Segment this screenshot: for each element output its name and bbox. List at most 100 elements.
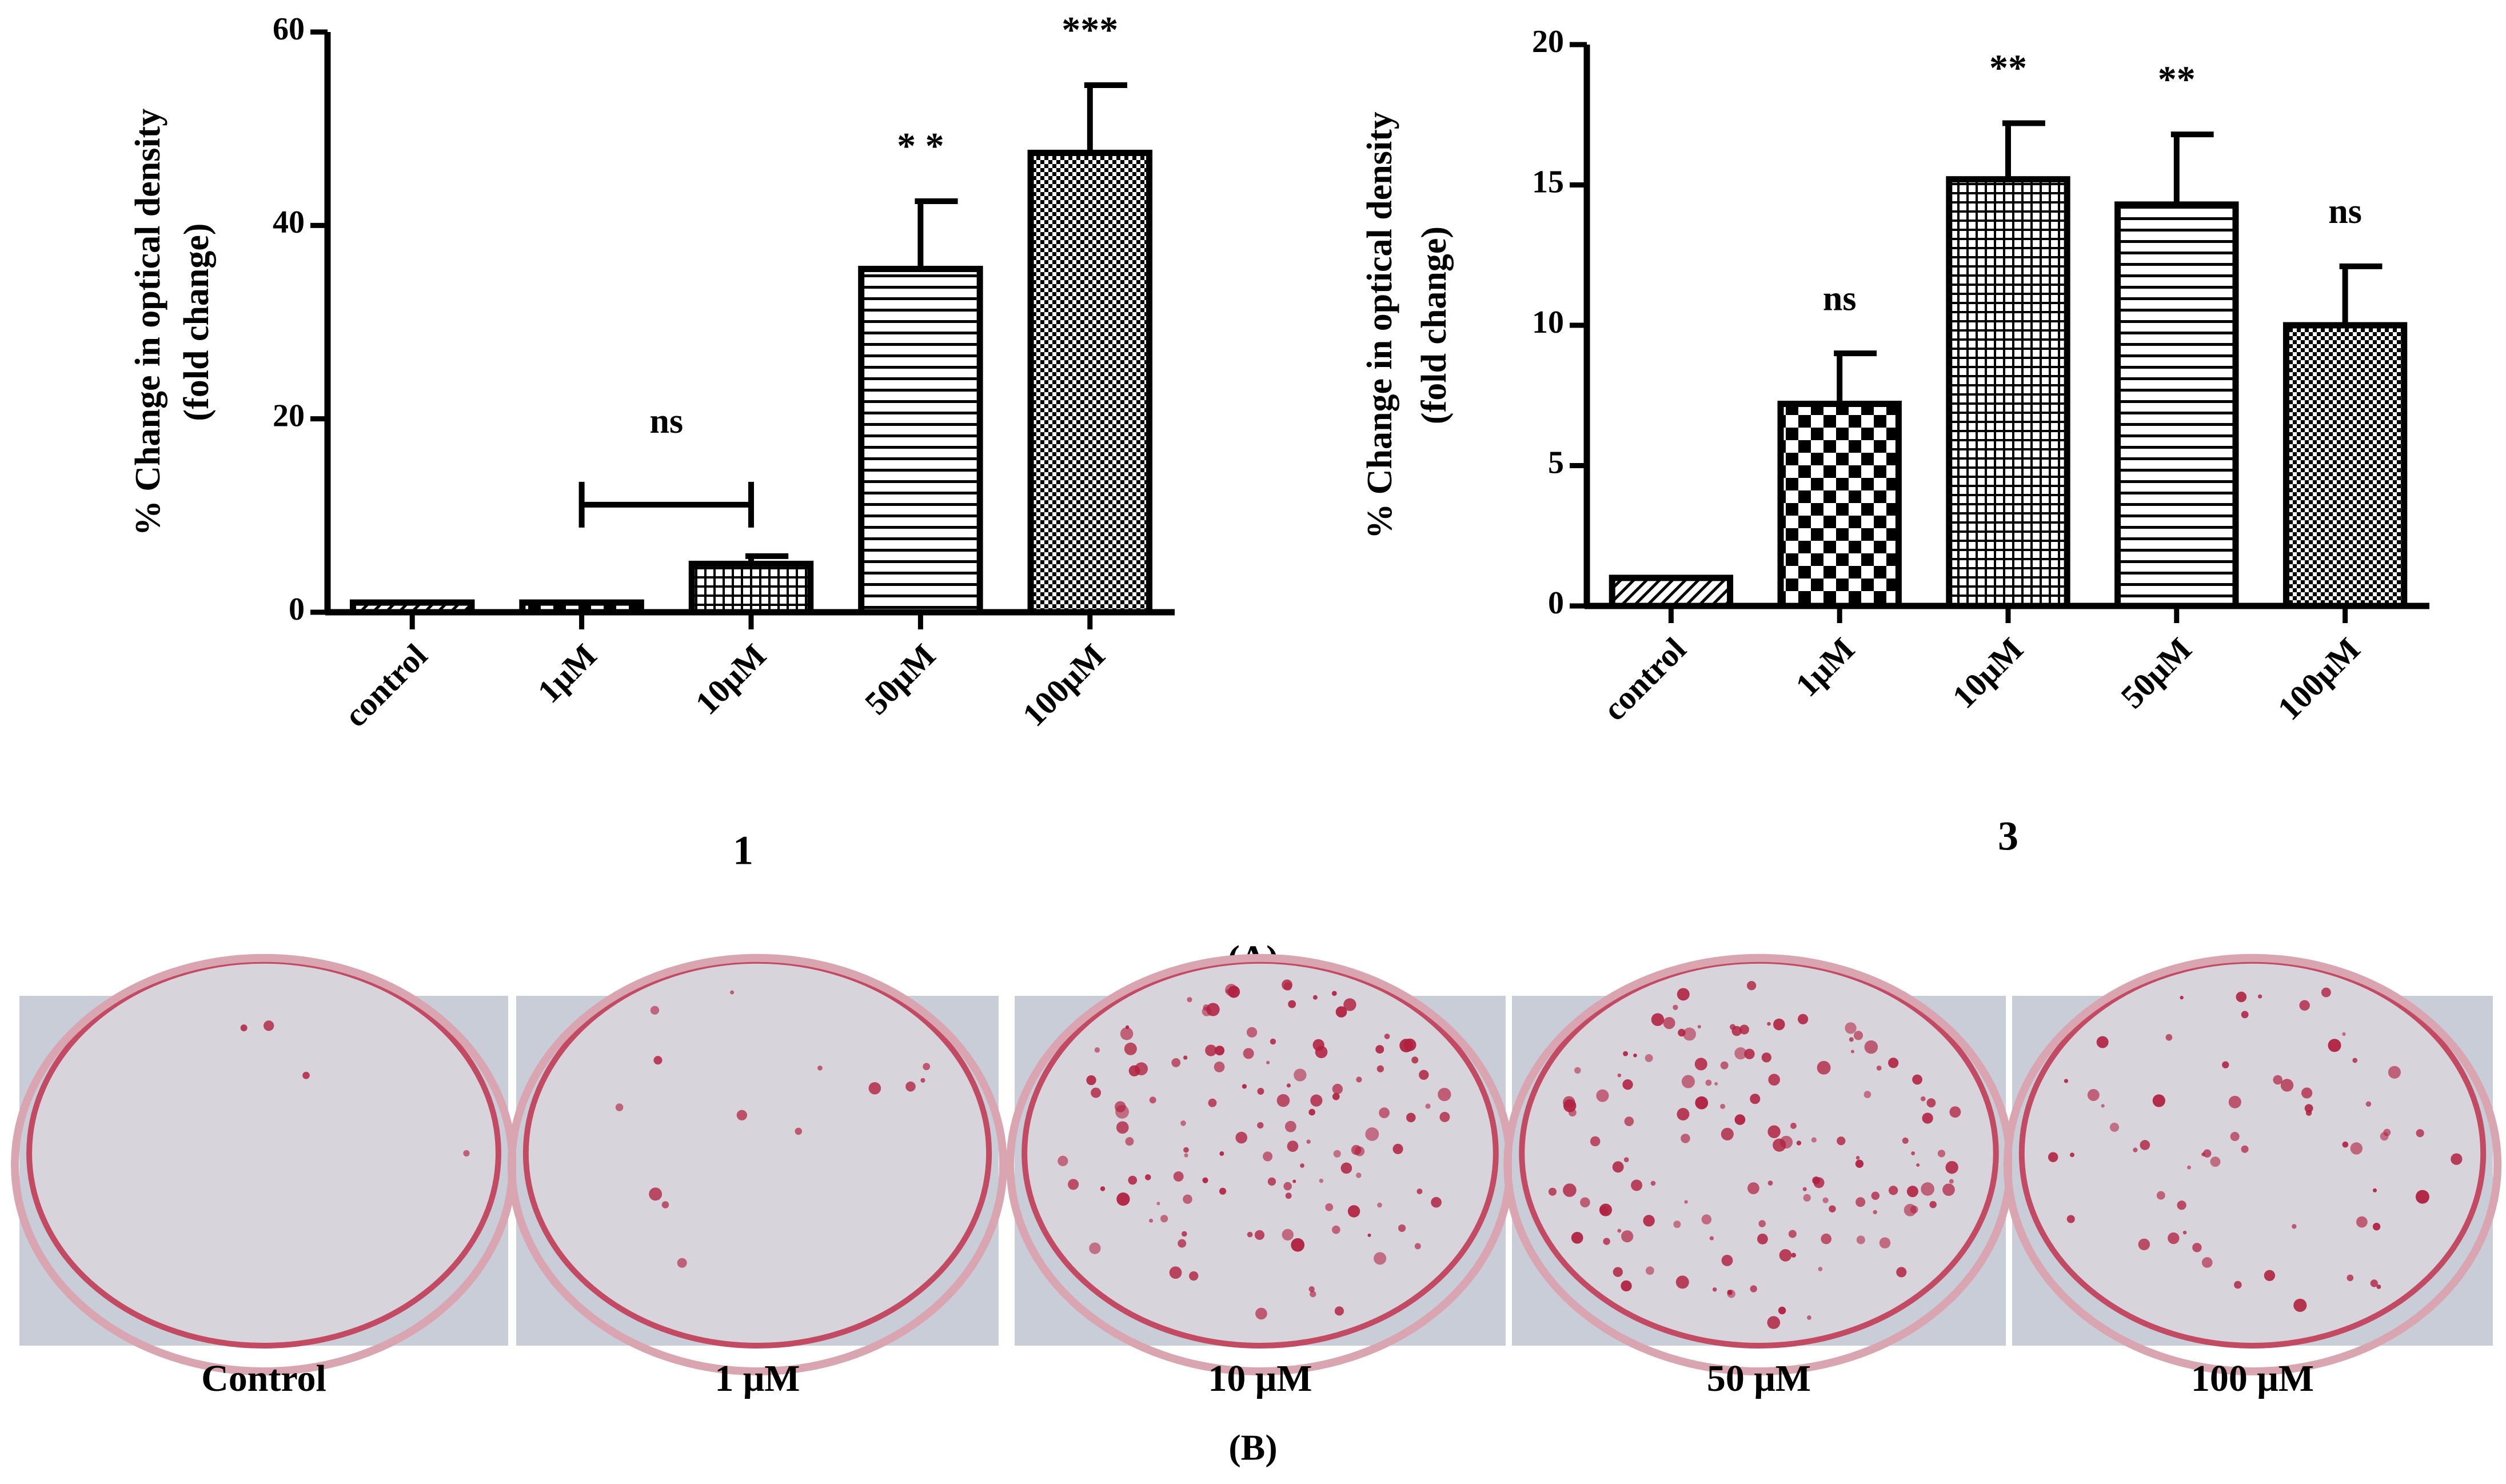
colony [1178, 1239, 1187, 1248]
colony [1788, 1230, 1797, 1238]
y-tick-label: 5 [1548, 445, 1564, 480]
well [26, 958, 501, 1349]
colony [1548, 1187, 1557, 1196]
colony [1325, 1203, 1334, 1211]
colony [1921, 1182, 1934, 1196]
colony [1288, 1000, 1296, 1008]
significance-label: *** [1062, 9, 1118, 51]
x-tick-label: 100μM [2270, 631, 2367, 727]
colony [1379, 1107, 1390, 1119]
colony [1384, 1034, 1390, 1039]
colony [1779, 1135, 1793, 1149]
colony [1681, 1134, 1690, 1143]
colony [1650, 1180, 1656, 1186]
error-bar [1084, 82, 1128, 153]
colony [1215, 1046, 1225, 1056]
colony [2370, 1279, 2378, 1287]
colony [1300, 1163, 1304, 1168]
bar [2282, 322, 2408, 609]
colony [2292, 1224, 2297, 1229]
colony [1351, 1144, 1362, 1155]
colony [1926, 1098, 1936, 1108]
colony [1156, 1202, 1160, 1206]
colony [1902, 1137, 1909, 1144]
colony [1225, 984, 1238, 996]
colony [1254, 1230, 1265, 1240]
colony [1613, 1267, 1623, 1277]
y-tick-label: 20 [1532, 24, 1564, 59]
colony [1089, 1242, 1101, 1254]
x-tick-label: 100μM [1015, 637, 1112, 733]
colony [1864, 1040, 1878, 1054]
colony [1942, 1183, 1955, 1196]
colony [2234, 1280, 2242, 1289]
colony [1257, 1088, 1264, 1095]
colony [1124, 1042, 1137, 1055]
colony [1128, 1065, 1140, 1077]
colony [1709, 1236, 1714, 1240]
colony [1621, 1230, 1634, 1243]
colony [1734, 1047, 1747, 1060]
colony [1563, 1099, 1577, 1112]
colony [2299, 1000, 2310, 1011]
x-tick-label: 1μM [1788, 631, 1861, 704]
colony [1367, 1233, 1371, 1237]
colony [1731, 1026, 1742, 1036]
colony [650, 1006, 660, 1015]
well [1021, 958, 1499, 1349]
colony [1183, 1194, 1192, 1204]
colony [1677, 1108, 1690, 1121]
colony [1356, 1076, 1362, 1083]
colony [1257, 1122, 1264, 1129]
colony [1617, 1073, 1622, 1078]
bar [519, 599, 644, 616]
colony [2376, 1284, 2381, 1289]
colony [649, 1187, 663, 1201]
colony [1125, 1137, 1134, 1146]
colony [1438, 1087, 1451, 1102]
colony [868, 1082, 881, 1095]
bar [688, 560, 814, 616]
colony [1094, 1047, 1100, 1053]
error-bar [2002, 120, 2045, 179]
colony [1803, 1194, 1811, 1202]
colony [2228, 1095, 2241, 1108]
colony [1294, 1068, 1307, 1082]
colony [1721, 1254, 1733, 1266]
colony [1779, 1249, 1792, 1262]
colony [2301, 1087, 2313, 1099]
colony [1631, 1179, 1643, 1191]
colony [817, 1065, 823, 1071]
colony [1663, 1017, 1675, 1030]
colony [2415, 1190, 2429, 1204]
colony [1574, 1067, 1581, 1074]
colony [302, 1071, 310, 1079]
y-axis-label: (fold change) [177, 223, 216, 421]
significance-label: ns [649, 402, 683, 441]
colony [1773, 1018, 1785, 1031]
colony [1757, 1233, 1768, 1244]
colony [1829, 1205, 1836, 1212]
y-tick-label: 0 [1548, 585, 1564, 621]
colony [1283, 1182, 1292, 1191]
y-tick-label: 15 [1532, 164, 1564, 200]
colony [2350, 1142, 2363, 1155]
colony [2342, 1141, 2349, 1148]
colony [1645, 1266, 1654, 1275]
colony [1761, 1052, 1771, 1063]
chart-title: 1 [733, 828, 753, 873]
colony [1622, 1079, 1633, 1090]
bar [858, 265, 983, 616]
colony [1856, 1235, 1865, 1244]
colony [1812, 1176, 1820, 1184]
photo-caption: 1 μM [715, 1358, 800, 1399]
colony [2096, 1036, 2109, 1048]
photo [11, 954, 517, 1376]
colony [1282, 1228, 1294, 1241]
colony [1821, 1233, 1832, 1244]
colony [1879, 1237, 1891, 1248]
colony [1398, 1224, 1406, 1232]
colony [1580, 1197, 1590, 1208]
colony [2203, 1149, 2212, 1158]
colony [1767, 1125, 1781, 1138]
